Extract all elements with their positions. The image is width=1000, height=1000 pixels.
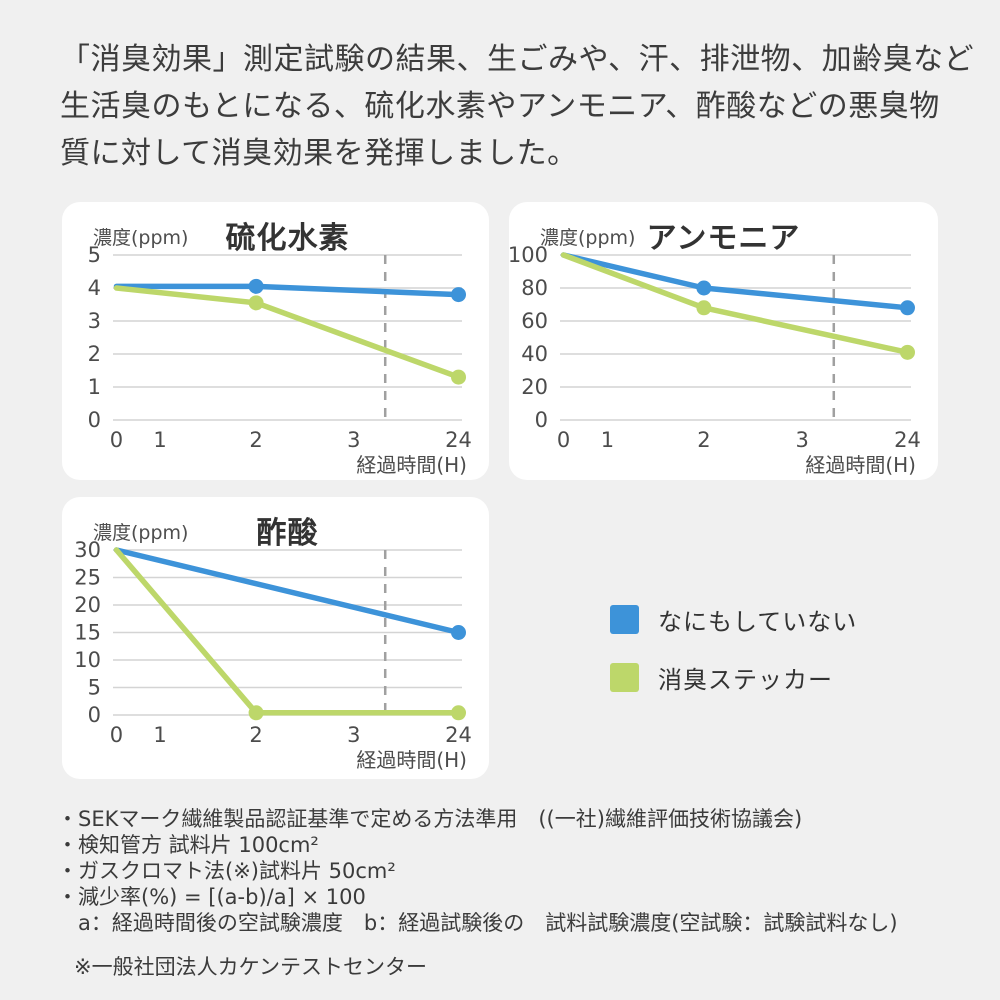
chart-panel-ammonia: 濃度(ppm) アンモニア 0 20 40 60 80 100 0 1 2 3 24 経過時間(H)	[509, 202, 938, 480]
svg-text:2: 2	[697, 428, 710, 452]
svg-text:40: 40	[521, 342, 548, 366]
svg-text:経過時間(H): 経過時間(H)	[356, 453, 467, 477]
svg-text:25: 25	[74, 566, 101, 590]
svg-text:20: 20	[74, 593, 101, 617]
svg-text:20: 20	[521, 375, 548, 399]
svg-text:0: 0	[110, 428, 123, 452]
footnote-line: ・ガスクロマト法(※)試料片 50cm²	[57, 859, 396, 883]
header-line-1: 「消臭効果」測定試験の結果、生ごみや、汗、排泄物、加齢臭など	[60, 42, 975, 77]
chart-title-acetic-acid: 酢酸	[256, 516, 319, 551]
footnote-source: ※一般社団法人カケンテストセンター	[74, 955, 427, 979]
svg-text:24: 24	[445, 723, 472, 747]
chart-title-ammonia: アンモニア	[646, 221, 801, 256]
svg-text:1: 1	[153, 723, 166, 747]
y-axis-unit-label: 濃度(ppm)	[540, 227, 636, 249]
legend-item-untreated: なにもしていない	[610, 602, 857, 637]
svg-text:5: 5	[88, 243, 101, 267]
chart-legend: なにもしていない 消臭ステッカー	[610, 602, 857, 718]
legend-label-deodorizing-sticker: 消臭ステッカー	[658, 666, 833, 694]
svg-text:10: 10	[74, 648, 101, 672]
footnote-line: a：経過時間後の空試験濃度 b：経過試験後の 試料試験濃度(空試験：試験試料なし…	[57, 911, 898, 935]
legend-item-deodorizing-sticker: 消臭ステッカー	[610, 660, 857, 695]
svg-text:3: 3	[796, 428, 809, 452]
y-axis-unit-label: 濃度(ppm)	[93, 227, 189, 249]
svg-text:100: 100	[509, 243, 548, 267]
svg-text:80: 80	[521, 276, 548, 300]
svg-text:0: 0	[88, 703, 101, 727]
svg-text:15: 15	[74, 621, 101, 645]
y-axis-unit-label: 濃度(ppm)	[93, 522, 189, 544]
svg-text:2: 2	[249, 723, 262, 747]
chart-panel-hydrogen-sulfide: 濃度(ppm) 硫化水素 0 1 2 3 4 5 0 1 2 3 24 経過時間(H)	[62, 202, 489, 480]
svg-text:24: 24	[445, 428, 472, 452]
footnote-line: ・検知管方 試料片 100cm²	[57, 833, 319, 857]
svg-text:5: 5	[88, 676, 101, 700]
svg-text:3: 3	[347, 428, 360, 452]
svg-text:経過時間(H): 経過時間(H)	[805, 453, 916, 477]
svg-text:1: 1	[88, 375, 101, 399]
legend-swatch-green	[610, 663, 639, 692]
svg-text:1: 1	[153, 428, 166, 452]
footnote-line: ・SEKマーク繊維製品認証基準で定める方法準用 ((一社)繊維評価技術協議会)	[57, 807, 803, 831]
svg-text:1: 1	[601, 428, 614, 452]
svg-text:0: 0	[557, 428, 570, 452]
svg-text:2: 2	[88, 342, 101, 366]
chart-panel-acetic-acid: 濃度(ppm) 酢酸 0 5 10 15 20 25 30 0 1 2 3 24 経過時間(H)	[62, 497, 489, 779]
header-line-3: 質に対して消臭効果を発揮しました。	[60, 136, 578, 171]
svg-text:3: 3	[88, 309, 101, 333]
svg-text:経過時間(H): 経過時間(H)	[356, 748, 467, 772]
svg-text:0: 0	[110, 723, 123, 747]
svg-text:4: 4	[88, 276, 101, 300]
svg-text:24: 24	[894, 428, 921, 452]
legend-label-untreated: なにもしていない	[658, 608, 858, 636]
footnote-line: ・減少率(%) = [(a-b)/a] × 100	[57, 885, 366, 909]
svg-text:3: 3	[347, 723, 360, 747]
header-line-2: 生活臭のもとになる、硫化水素やアンモニア、酢酸などの悪臭物	[60, 89, 940, 124]
chart-title-hydrogen-sulfide: 硫化水素	[225, 221, 350, 256]
svg-text:0: 0	[535, 408, 548, 432]
svg-text:60: 60	[521, 309, 548, 333]
header-description: 「消臭効果」測定試験の結果、生ごみや、汗、排泄物、加齢臭など 生活臭のもとになる…	[60, 36, 980, 177]
svg-text:2: 2	[249, 428, 262, 452]
svg-text:0: 0	[88, 408, 101, 432]
svg-text:30: 30	[74, 538, 101, 562]
footnotes: ・SEKマーク繊維製品認証基準で定める方法準用 ((一社)繊維評価技術協議会) …	[57, 806, 977, 980]
legend-swatch-blue	[610, 605, 639, 634]
